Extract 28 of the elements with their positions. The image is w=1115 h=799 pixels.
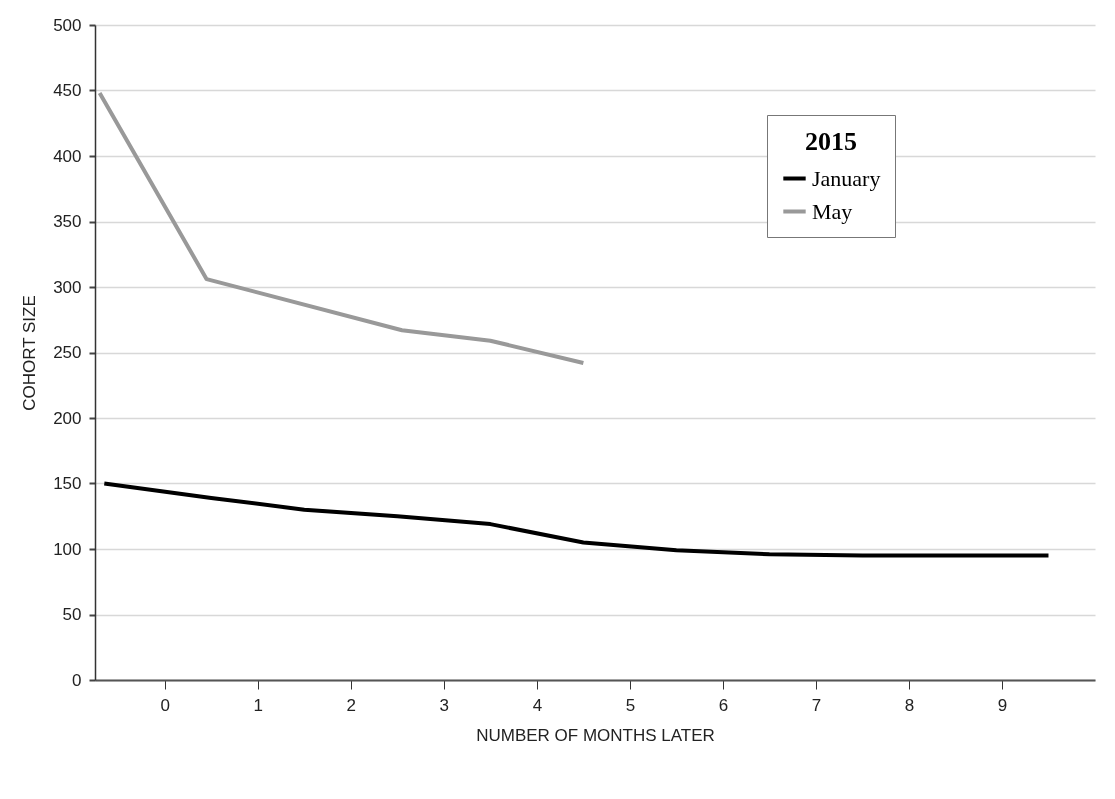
y-tick-label: 200 [53,408,82,428]
y-tick-label: 150 [53,474,82,493]
y-tick-label: 350 [53,212,82,231]
y-tick-label: 50 [62,605,82,624]
x-tick-label: 0 [160,695,170,715]
x-tick-label: 5 [625,695,636,715]
x-tick-label: 1 [253,695,264,715]
x-axis-title: NUMBER OF MONTHS LATER [476,725,715,745]
legend-label: January [812,165,881,191]
line-series [97,91,586,365]
x-tick-label: 7 [811,695,822,715]
y-tick-label: 500 [53,15,82,35]
legend-label: May [812,198,853,224]
legend-title: 2015 [805,127,857,156]
x-tick-label: 4 [532,695,543,715]
x-tick-label: 9 [997,695,1008,715]
y-tick-label: 400 [53,146,82,166]
x-tick-label: 2 [346,695,357,715]
y-tick-label: 0 [72,670,82,690]
y-tick-label: 300 [53,277,82,297]
y-tick-label: 250 [53,343,82,362]
line-series [102,481,1051,558]
x-tick-label: 6 [718,695,729,715]
y-tick-label: 450 [53,81,82,100]
x-tick-label: 3 [439,695,450,715]
y-axis-title: COHORT SIZE [20,295,40,411]
y-tick-label: 100 [53,539,82,559]
x-tick-label: 8 [904,695,915,715]
